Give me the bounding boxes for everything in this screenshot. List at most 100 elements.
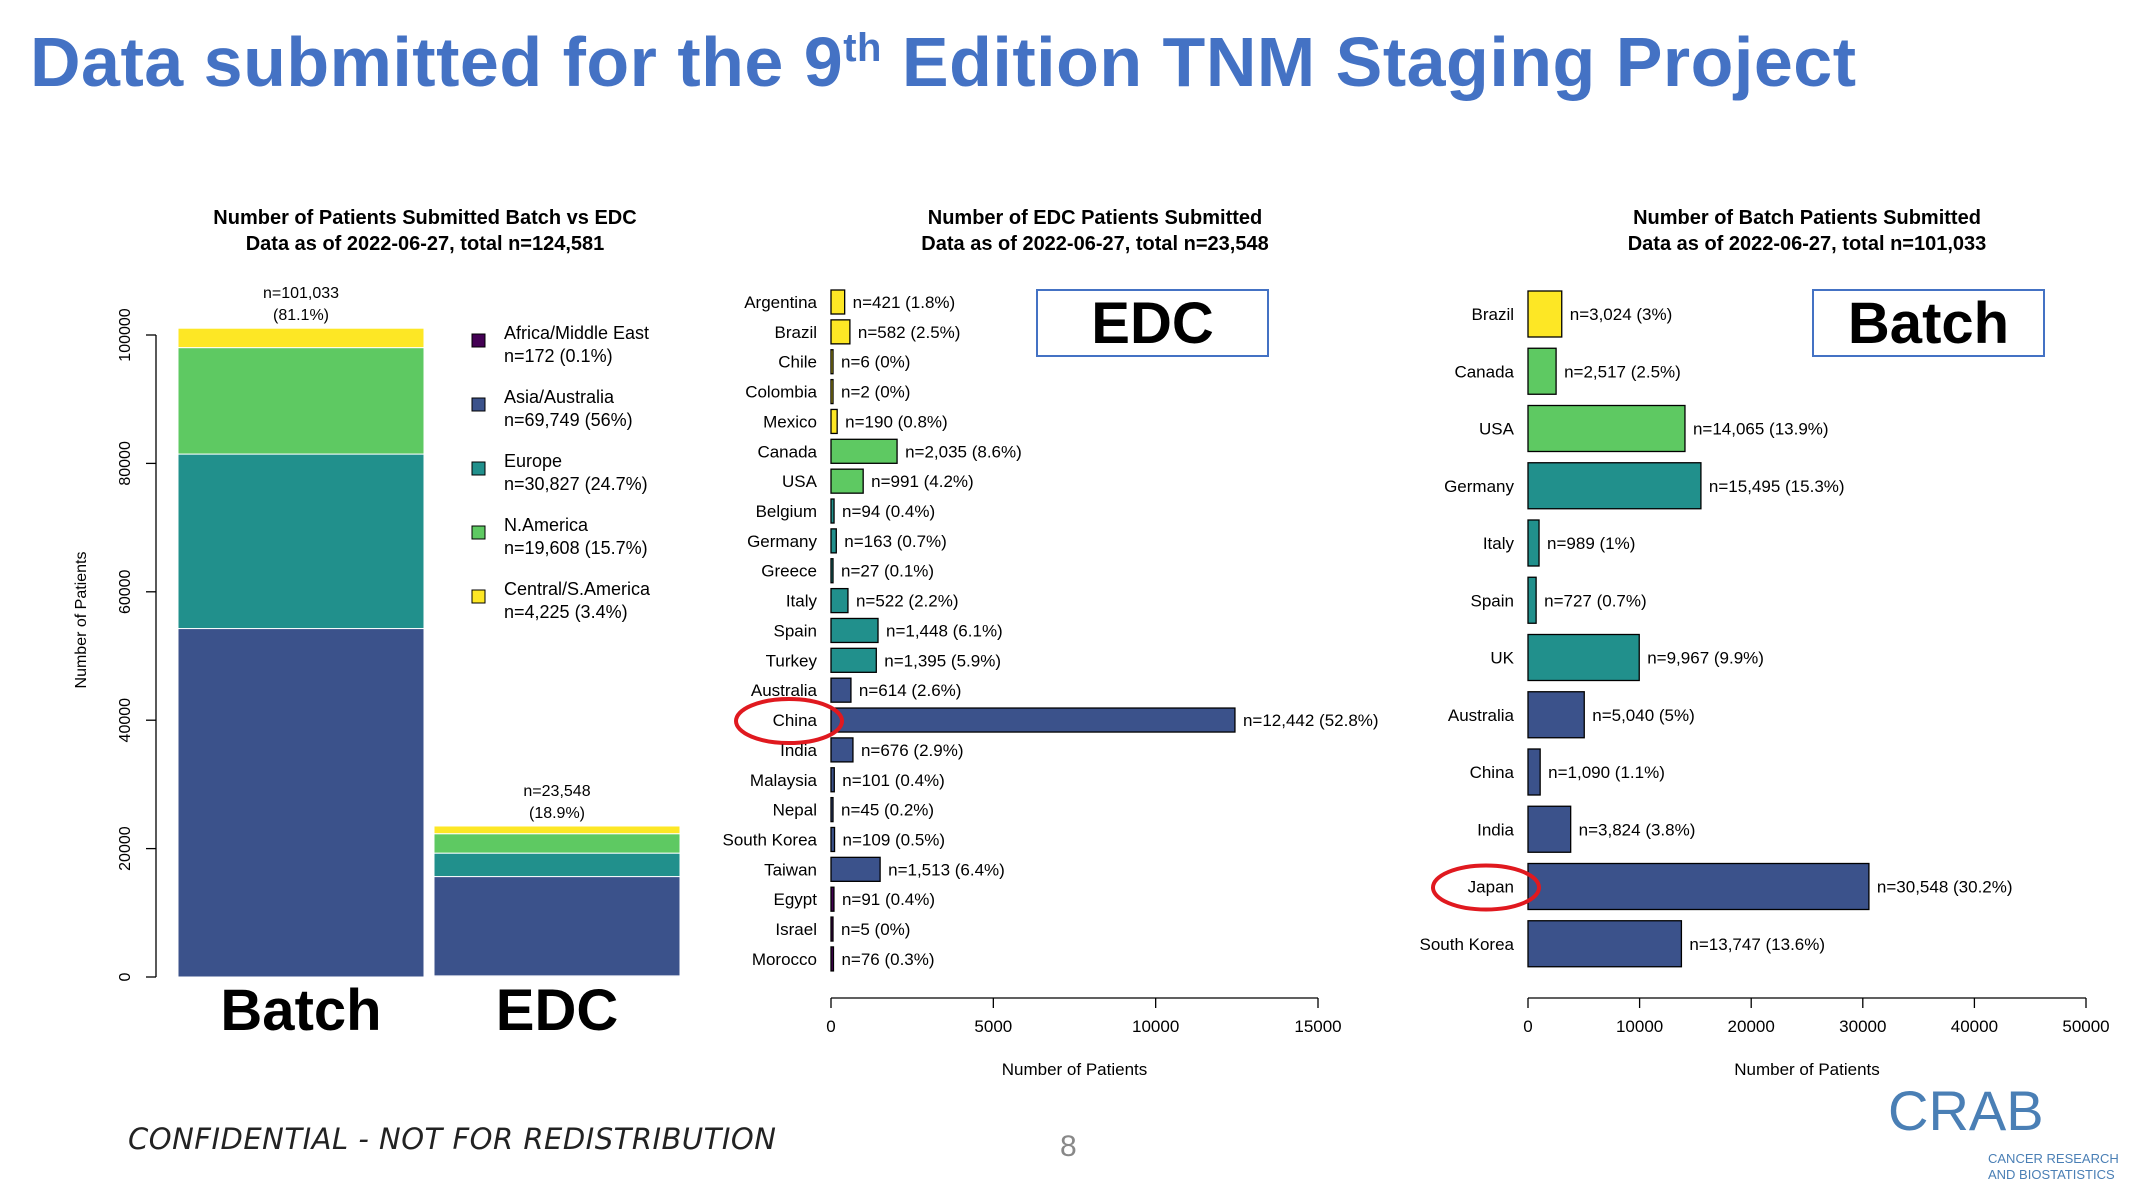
country-bar-japan	[1527, 862, 1870, 911]
bar-value-label: n=2 (0%)	[841, 383, 910, 402]
bar-value-label: n=5,040 (5%)	[1592, 706, 1695, 725]
country-label: Malaysia	[750, 771, 818, 790]
y-tick-label: 100000	[117, 308, 134, 361]
logo-line1: CANCER RESEARCH	[1988, 1151, 2118, 1166]
stacked-bar-segment	[433, 825, 681, 835]
country-bar-canada	[830, 438, 898, 464]
chart-tag-label: EDC	[1091, 291, 1213, 356]
stacked-bar-segment	[433, 852, 681, 878]
bar-value-label: n=91 (0.4%)	[842, 890, 935, 909]
legend-count: n=172 (0.1%)	[504, 346, 613, 366]
legend-swatch	[471, 461, 486, 476]
bar-value-label: n=12,442 (52.8%)	[1243, 711, 1379, 730]
country-bar-chile	[830, 349, 834, 375]
x-tick-label: 50000	[2062, 1017, 2109, 1036]
bar-value-label: n=989 (1%)	[1547, 534, 1635, 553]
legend-swatch	[471, 333, 486, 348]
stacked-bar-segment	[177, 628, 425, 978]
bar-value-label: n=14,065 (13.9%)	[1693, 420, 1829, 439]
country-bar-italy	[1527, 519, 1540, 567]
country-bar-uk	[1527, 633, 1640, 682]
country-label: Argentina	[744, 293, 817, 312]
country-bar-usa	[830, 468, 864, 494]
y-tick-label: 20000	[117, 826, 134, 871]
x-tick-label: 20000	[1728, 1017, 1775, 1036]
x-tick-label: 40000	[1951, 1017, 1998, 1036]
bar-value-label: n=3,824 (3.8%)	[1579, 820, 1696, 839]
country-label: Turkey	[766, 651, 818, 670]
bar-value-label: n=522 (2.2%)	[856, 592, 959, 611]
country-bar-spain	[830, 617, 879, 644]
bar-value-label: n=94 (0.4%)	[842, 502, 935, 521]
legend-label: Europe	[504, 451, 562, 471]
bar-value-label: n=1,090 (1.1%)	[1548, 763, 1665, 782]
bar-value-label: n=6 (0%)	[841, 353, 910, 372]
stacked-bar-segment	[177, 327, 425, 349]
bar-value-label: n=727 (0.7%)	[1544, 591, 1647, 610]
legend-count: n=19,608 (15.7%)	[504, 538, 648, 558]
logo-letters: CRAB	[1888, 1079, 2044, 1142]
stacked-bar-chart-batch-vs-edc: Number of Patients Submitted Batch vs ED…	[73, 207, 681, 1043]
x-tick-label: 0	[1523, 1017, 1532, 1036]
country-label: Germany	[747, 532, 817, 551]
country-bar-israel	[830, 916, 834, 942]
country-label: USA	[1479, 420, 1515, 439]
country-label: Canada	[1454, 362, 1514, 381]
country-label: Spain	[1471, 591, 1514, 610]
title-rest: Edition TNM Staging Project	[881, 23, 1857, 101]
stacked-bar-segment	[177, 453, 425, 630]
country-bar-india	[1527, 805, 1572, 853]
country-bar-south-korea	[830, 826, 836, 853]
logo-line2: AND BIOSTATISTICS	[1988, 1167, 2115, 1182]
country-bar-australia	[830, 677, 852, 703]
y-tick-label: 40000	[117, 698, 134, 743]
legend-count: n=69,749 (56%)	[504, 410, 633, 430]
country-label: South Korea	[722, 830, 817, 849]
bar-value-label: n=76 (0.3%)	[841, 950, 934, 969]
legend-label: Central/S.America	[504, 579, 651, 599]
bar-value-label: n=163 (0.7%)	[844, 532, 947, 551]
bar-value-label: n=101 (0.4%)	[842, 771, 945, 790]
x-tick-label: 15000	[1294, 1017, 1341, 1036]
legend-swatch	[471, 525, 486, 540]
page-number: 8	[1060, 1130, 1077, 1163]
country-bar-italy	[830, 587, 849, 614]
country-bar-greece	[830, 558, 834, 584]
country-bar-germany	[1527, 462, 1702, 510]
country-bar-mexico	[830, 408, 838, 435]
x-tick-label: 10000	[1132, 1017, 1179, 1036]
country-label: Morocco	[752, 950, 817, 969]
category-label-batch: Batch	[220, 978, 381, 1043]
y-tick-label: 60000	[117, 569, 134, 614]
bar-value-label: n=2,035 (8.6%)	[905, 442, 1022, 461]
bar-value-label: n=30,548 (30.2%)	[1877, 878, 2013, 897]
country-label: Nepal	[773, 801, 817, 820]
stacked-bar-segment	[177, 347, 425, 455]
bar-total-label: n=101,033	[263, 285, 339, 302]
title-superscript: th	[843, 26, 882, 70]
bar-value-label: n=421 (1.8%)	[853, 293, 956, 312]
country-bar-colombia	[830, 378, 834, 405]
bar-value-label: n=614 (2.6%)	[859, 681, 962, 700]
country-label: China	[773, 711, 818, 730]
country-bar-taiwan	[830, 856, 881, 882]
title-main: Data submitted for the 9	[30, 23, 844, 101]
country-label: Taiwan	[764, 860, 817, 879]
country-bar-brazil	[1527, 290, 1563, 338]
bar-value-label: n=5 (0%)	[841, 920, 910, 939]
country-bar-brazil	[830, 319, 851, 345]
confidential-notice: CONFIDENTIAL - NOT FOR REDISTRIBUTION	[128, 1122, 777, 1156]
bar-value-label: n=27 (0.1%)	[841, 562, 934, 581]
bar-value-label: n=109 (0.5%)	[843, 830, 946, 849]
country-label: Italy	[786, 592, 818, 611]
legend-count: n=30,827 (24.7%)	[504, 474, 648, 494]
country-label: UK	[1490, 649, 1514, 668]
country-label: Belgium	[756, 502, 817, 521]
bar-percent-label: (18.9%)	[529, 805, 585, 822]
legend-swatch	[471, 397, 486, 412]
crab-logo: CRAB CANCER RESEARCH AND BIOSTATISTICS	[1888, 1079, 2118, 1182]
chart-subtitle: Data as of 2022-06-27, total n=124,581	[246, 233, 605, 255]
country-label: Spain	[774, 621, 817, 640]
highlight-circle	[734, 697, 844, 746]
category-label-edc: EDC	[496, 978, 618, 1043]
